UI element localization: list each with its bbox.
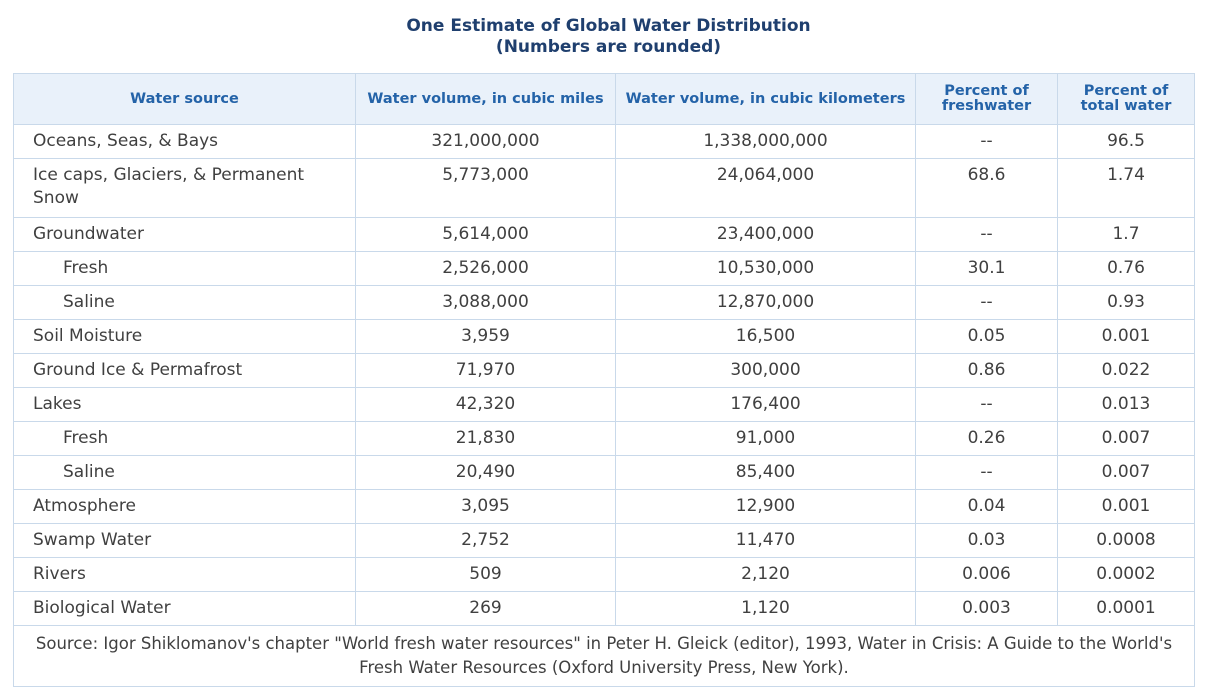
cell-cubic-miles: 3,088,000 (355, 285, 616, 320)
cell-cubic-miles: 321,000,000 (355, 124, 616, 159)
cell-percent-freshwater: 0.05 (915, 319, 1058, 354)
table-row: Saline 3,088,000 12,870,000 -- 0.93 (13, 285, 1195, 320)
header-water-source: Water source (13, 73, 356, 125)
table-row: Ground Ice & Permafrost 71,970 300,000 0.86… (13, 353, 1195, 388)
header-volume-cubic-miles: Water volume, in cubic miles (355, 73, 616, 125)
table-row: Saline 20,490 85,400 -- 0.007 (13, 455, 1195, 490)
cell-cubic-kilometers: 10,530,000 (615, 251, 916, 286)
table-title-line-1: One Estimate of Global Water Distributio… (406, 16, 811, 36)
cell-percent-total-water: 0.007 (1057, 455, 1195, 490)
cell-cubic-kilometers: 91,000 (615, 421, 916, 456)
cell-cubic-kilometers: 300,000 (615, 353, 916, 388)
table-row: Rivers 509 2,120 0.006 0.0002 (13, 557, 1195, 592)
cell-cubic-kilometers: 1,120 (615, 591, 916, 626)
cell-cubic-miles: 3,959 (355, 319, 616, 354)
table-row: Soil Moisture 3,959 16,500 0.05 0.001 (13, 319, 1195, 354)
cell-cubic-kilometers: 2,120 (615, 557, 916, 592)
cell-cubic-miles: 2,526,000 (355, 251, 616, 286)
cell-water-source: Rivers (13, 557, 356, 592)
cell-water-source: Ice caps, Glaciers, & Permanent Snow (13, 158, 356, 218)
table-header-row: Water source Water volume, in cubic mile… (13, 73, 1195, 125)
header-percent-freshwater: Percent of freshwater (915, 73, 1058, 125)
cell-percent-total-water: 0.022 (1057, 353, 1195, 388)
cell-cubic-kilometers: 85,400 (615, 455, 916, 490)
cell-percent-total-water: 0.0008 (1057, 523, 1195, 558)
cell-percent-freshwater: 68.6 (915, 158, 1058, 218)
cell-percent-total-water: 0.0001 (1057, 591, 1195, 626)
cell-water-source: Saline (13, 455, 356, 490)
source-note-row: Source: Igor Shiklomanov's chapter "Worl… (13, 625, 1195, 687)
table-title: One Estimate of Global Water Distributio… (0, 16, 1217, 58)
cell-cubic-miles: 269 (355, 591, 616, 626)
table-row: Oceans, Seas, & Bays 321,000,000 1,338,000… (13, 124, 1195, 159)
cell-cubic-kilometers: 24,064,000 (615, 158, 916, 218)
header-percent-total-water: Percent of total water (1057, 73, 1195, 125)
cell-cubic-kilometers: 176,400 (615, 387, 916, 422)
cell-water-source: Ground Ice & Permafrost (13, 353, 356, 388)
water-distribution-table: Water source Water volume, in cubic mile… (13, 73, 1195, 687)
cell-percent-freshwater: 30.1 (915, 251, 1058, 286)
cell-percent-freshwater: 0.003 (915, 591, 1058, 626)
cell-cubic-miles: 21,830 (355, 421, 616, 456)
cell-percent-freshwater: 0.04 (915, 489, 1058, 524)
cell-cubic-miles: 5,773,000 (355, 158, 616, 218)
cell-percent-freshwater: -- (915, 455, 1058, 490)
cell-cubic-miles: 71,970 (355, 353, 616, 388)
cell-percent-freshwater: -- (915, 285, 1058, 320)
table-row: Fresh 21,830 91,000 0.26 0.007 (13, 421, 1195, 456)
cell-cubic-kilometers: 23,400,000 (615, 217, 916, 252)
cell-cubic-miles: 3,095 (355, 489, 616, 524)
cell-percent-total-water: 0.001 (1057, 319, 1195, 354)
cell-cubic-kilometers: 11,470 (615, 523, 916, 558)
cell-percent-total-water: 0.0002 (1057, 557, 1195, 592)
cell-percent-freshwater: 0.006 (915, 557, 1058, 592)
cell-cubic-miles: 20,490 (355, 455, 616, 490)
cell-cubic-miles: 5,614,000 (355, 217, 616, 252)
cell-cubic-kilometers: 12,900 (615, 489, 916, 524)
cell-water-source: Fresh (13, 421, 356, 456)
cell-percent-total-water: 96.5 (1057, 124, 1195, 159)
table-row: Fresh 2,526,000 10,530,000 30.1 0.76 (13, 251, 1195, 286)
cell-percent-freshwater: 0.86 (915, 353, 1058, 388)
cell-cubic-kilometers: 16,500 (615, 319, 916, 354)
cell-water-source: Biological Water (13, 591, 356, 626)
cell-percent-freshwater: -- (915, 387, 1058, 422)
cell-water-source: Lakes (13, 387, 356, 422)
table-row: Biological Water 269 1,120 0.003 0.0001 (13, 591, 1195, 626)
cell-percent-freshwater: -- (915, 217, 1058, 252)
cell-percent-total-water: 0.001 (1057, 489, 1195, 524)
cell-cubic-miles: 2,752 (355, 523, 616, 558)
cell-water-source: Oceans, Seas, & Bays (13, 124, 356, 159)
header-volume-cubic-kilometers: Water volume, in cubic kilometers (615, 73, 916, 125)
cell-cubic-kilometers: 12,870,000 (615, 285, 916, 320)
cell-percent-total-water: 0.93 (1057, 285, 1195, 320)
cell-water-source: Groundwater (13, 217, 356, 252)
table-row: Lakes 42,320 176,400 -- 0.013 (13, 387, 1195, 422)
cell-percent-freshwater: 0.03 (915, 523, 1058, 558)
cell-percent-freshwater: -- (915, 124, 1058, 159)
cell-cubic-miles: 509 (355, 557, 616, 592)
cell-cubic-kilometers: 1,338,000,000 (615, 124, 916, 159)
cell-water-source: Fresh (13, 251, 356, 286)
table-row: Atmosphere 3,095 12,900 0.04 0.001 (13, 489, 1195, 524)
cell-percent-total-water: 1.7 (1057, 217, 1195, 252)
cell-percent-total-water: 0.76 (1057, 251, 1195, 286)
table-title-line-2: (Numbers are rounded) (495, 37, 722, 57)
table-row: Groundwater 5,614,000 23,400,000 -- 1.7 (13, 217, 1195, 252)
cell-percent-total-water: 0.007 (1057, 421, 1195, 456)
source-note: Source: Igor Shiklomanov's chapter "Worl… (13, 625, 1195, 687)
table-row: Swamp Water 2,752 11,470 0.03 0.0008 (13, 523, 1195, 558)
cell-percent-total-water: 0.013 (1057, 387, 1195, 422)
cell-percent-freshwater: 0.26 (915, 421, 1058, 456)
cell-water-source: Atmosphere (13, 489, 356, 524)
table-row: Ice caps, Glaciers, & Permanent Snow 5,77… (13, 158, 1195, 218)
cell-percent-total-water: 1.74 (1057, 158, 1195, 218)
cell-water-source: Swamp Water (13, 523, 356, 558)
cell-cubic-miles: 42,320 (355, 387, 616, 422)
cell-water-source: Soil Moisture (13, 319, 356, 354)
cell-water-source: Saline (13, 285, 356, 320)
